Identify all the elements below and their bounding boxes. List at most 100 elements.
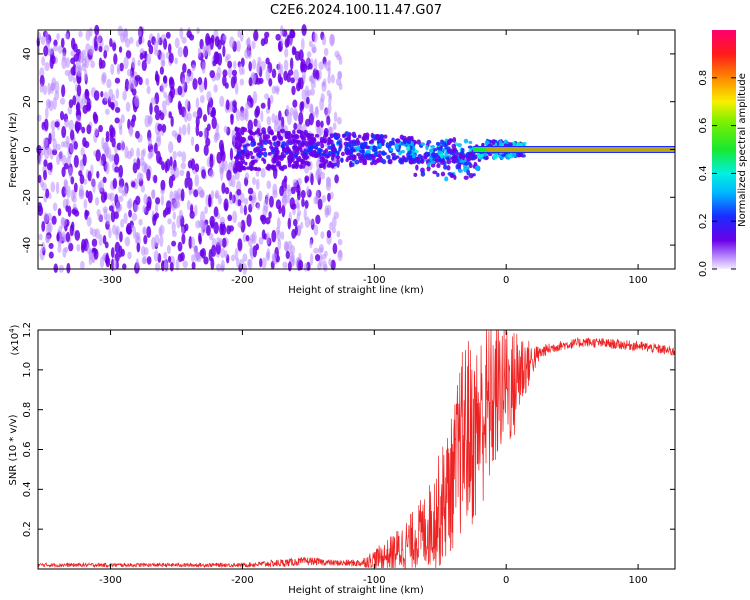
spectrogram-cell bbox=[112, 258, 117, 271]
spectrogram-cell bbox=[66, 141, 71, 150]
spectrogram-cell bbox=[128, 126, 134, 135]
spectrogram-cell bbox=[284, 133, 289, 140]
spectrogram-cell bbox=[114, 77, 121, 84]
spectrogram-cell bbox=[239, 204, 244, 215]
spectrogram-cell bbox=[119, 231, 123, 243]
spectrogram-cell bbox=[507, 154, 513, 158]
spectrogram-cell bbox=[246, 36, 251, 50]
spectrogram-cell bbox=[238, 164, 242, 169]
spectrogram-cell bbox=[157, 123, 163, 132]
spectrogram-cell bbox=[237, 151, 242, 156]
spectrogram-cell bbox=[279, 25, 284, 37]
spectrogram-cell bbox=[209, 233, 214, 241]
spectrogram-cell bbox=[205, 137, 211, 147]
spectrogram-cell bbox=[323, 61, 327, 68]
spectrogram-cell bbox=[463, 164, 467, 169]
spectrogram-cell bbox=[122, 263, 127, 270]
spectrogram-cell bbox=[430, 145, 436, 149]
spectrogram-cell bbox=[209, 153, 214, 161]
spectrogram-cell bbox=[323, 47, 329, 56]
spectrogram-cell bbox=[118, 46, 123, 53]
spectrogram-cell bbox=[255, 178, 260, 190]
spectrogram-cell bbox=[261, 127, 266, 133]
spectrogram-cell bbox=[81, 49, 87, 61]
spectrogram-cell bbox=[377, 153, 382, 158]
spectrogram-cell bbox=[84, 69, 88, 82]
spectrogram-cell bbox=[186, 30, 192, 39]
spectrogram-cell bbox=[402, 138, 407, 145]
spectrogram-cell bbox=[289, 29, 295, 39]
spectrogram-cell bbox=[222, 34, 228, 41]
spectrogram-cell bbox=[236, 188, 242, 196]
spectrogram-cell bbox=[249, 165, 254, 172]
spectrogram-cell bbox=[306, 161, 311, 167]
colorbar-tick-label: 0.8 bbox=[698, 70, 709, 86]
spectrogram-cell bbox=[65, 231, 71, 243]
spectrogram-cell bbox=[61, 186, 67, 198]
spectrogram-cell bbox=[93, 248, 99, 260]
spectrogram-cell bbox=[196, 27, 200, 35]
spectrogram-cell bbox=[234, 82, 239, 95]
steady-line-core bbox=[486, 148, 675, 151]
y-tick-label: 0 bbox=[22, 146, 33, 152]
spectrogram-cell bbox=[232, 100, 237, 108]
spectrogram-cell bbox=[201, 61, 206, 74]
spectrogram-cell bbox=[300, 190, 306, 199]
spectrogram-cell bbox=[127, 251, 132, 260]
spectrogram-cell bbox=[354, 159, 360, 165]
spectrogram-cell bbox=[229, 191, 233, 201]
spectrogram-cell bbox=[332, 162, 338, 167]
spectrogram-cell bbox=[301, 89, 307, 101]
spectrogram-cell bbox=[176, 215, 181, 229]
spectrogram-cell bbox=[189, 204, 194, 214]
spectrogram-cell bbox=[103, 91, 109, 102]
y-tick-label: 0.8 bbox=[22, 402, 33, 418]
spectrogram-cell bbox=[235, 131, 241, 137]
spectrogram-cell bbox=[126, 69, 132, 77]
spectrogram-cell bbox=[158, 156, 163, 165]
spectrogram-cell bbox=[304, 216, 311, 228]
spectrogram-cell bbox=[287, 189, 292, 197]
spectrogram-cell bbox=[79, 174, 85, 185]
spectrogram-cell bbox=[423, 155, 428, 160]
x-tick-label: 0 bbox=[503, 275, 509, 286]
spectrogram-cell bbox=[257, 142, 262, 146]
spectrogram-cell bbox=[44, 107, 49, 119]
spectrogram-cell bbox=[251, 40, 256, 50]
spectrogram-cell bbox=[163, 259, 168, 271]
spectrogram-cell bbox=[75, 103, 80, 112]
spectrogram-cell bbox=[519, 143, 523, 147]
spectrogram-cell bbox=[91, 238, 98, 247]
spectrogram-cell bbox=[247, 259, 251, 267]
spectrogram-cell bbox=[112, 42, 117, 52]
spectrogram-cell bbox=[208, 194, 212, 207]
spectrogram-cell bbox=[43, 169, 47, 181]
spectrogram-cell bbox=[53, 263, 59, 273]
spectrogram-cell bbox=[321, 152, 326, 157]
spectrogram-cell bbox=[47, 82, 51, 96]
spectrogram-cell bbox=[292, 218, 298, 227]
spectrogram-cell bbox=[410, 141, 414, 147]
spectrogram-cell bbox=[375, 133, 380, 138]
spectrogram-cell bbox=[436, 172, 440, 177]
spectrogram-cell bbox=[255, 170, 260, 177]
spectrogram-cell bbox=[126, 223, 132, 235]
spectrogram-cell bbox=[86, 124, 92, 135]
spectrogram-cell bbox=[255, 77, 262, 85]
spectrogram-cell bbox=[90, 60, 96, 69]
spectrogram-cell bbox=[259, 214, 266, 222]
spectrogram-cell bbox=[315, 69, 320, 80]
spectrogram-cell bbox=[267, 151, 272, 156]
spectrogram-cell bbox=[48, 242, 54, 250]
spectrogram-cell bbox=[437, 147, 442, 152]
spectrogram-cell bbox=[289, 107, 294, 116]
spectrogram-cell bbox=[386, 154, 391, 160]
spectrogram-cell bbox=[308, 40, 313, 48]
spectrogram-cell bbox=[319, 158, 325, 163]
spectrogram-cell bbox=[425, 144, 429, 151]
spectrogram-cell bbox=[271, 113, 276, 124]
spectrogram-cell bbox=[389, 147, 394, 152]
spectrogram-cell bbox=[174, 37, 180, 49]
spectrogram-cell bbox=[230, 254, 236, 262]
spectrogram-cell bbox=[228, 179, 233, 187]
